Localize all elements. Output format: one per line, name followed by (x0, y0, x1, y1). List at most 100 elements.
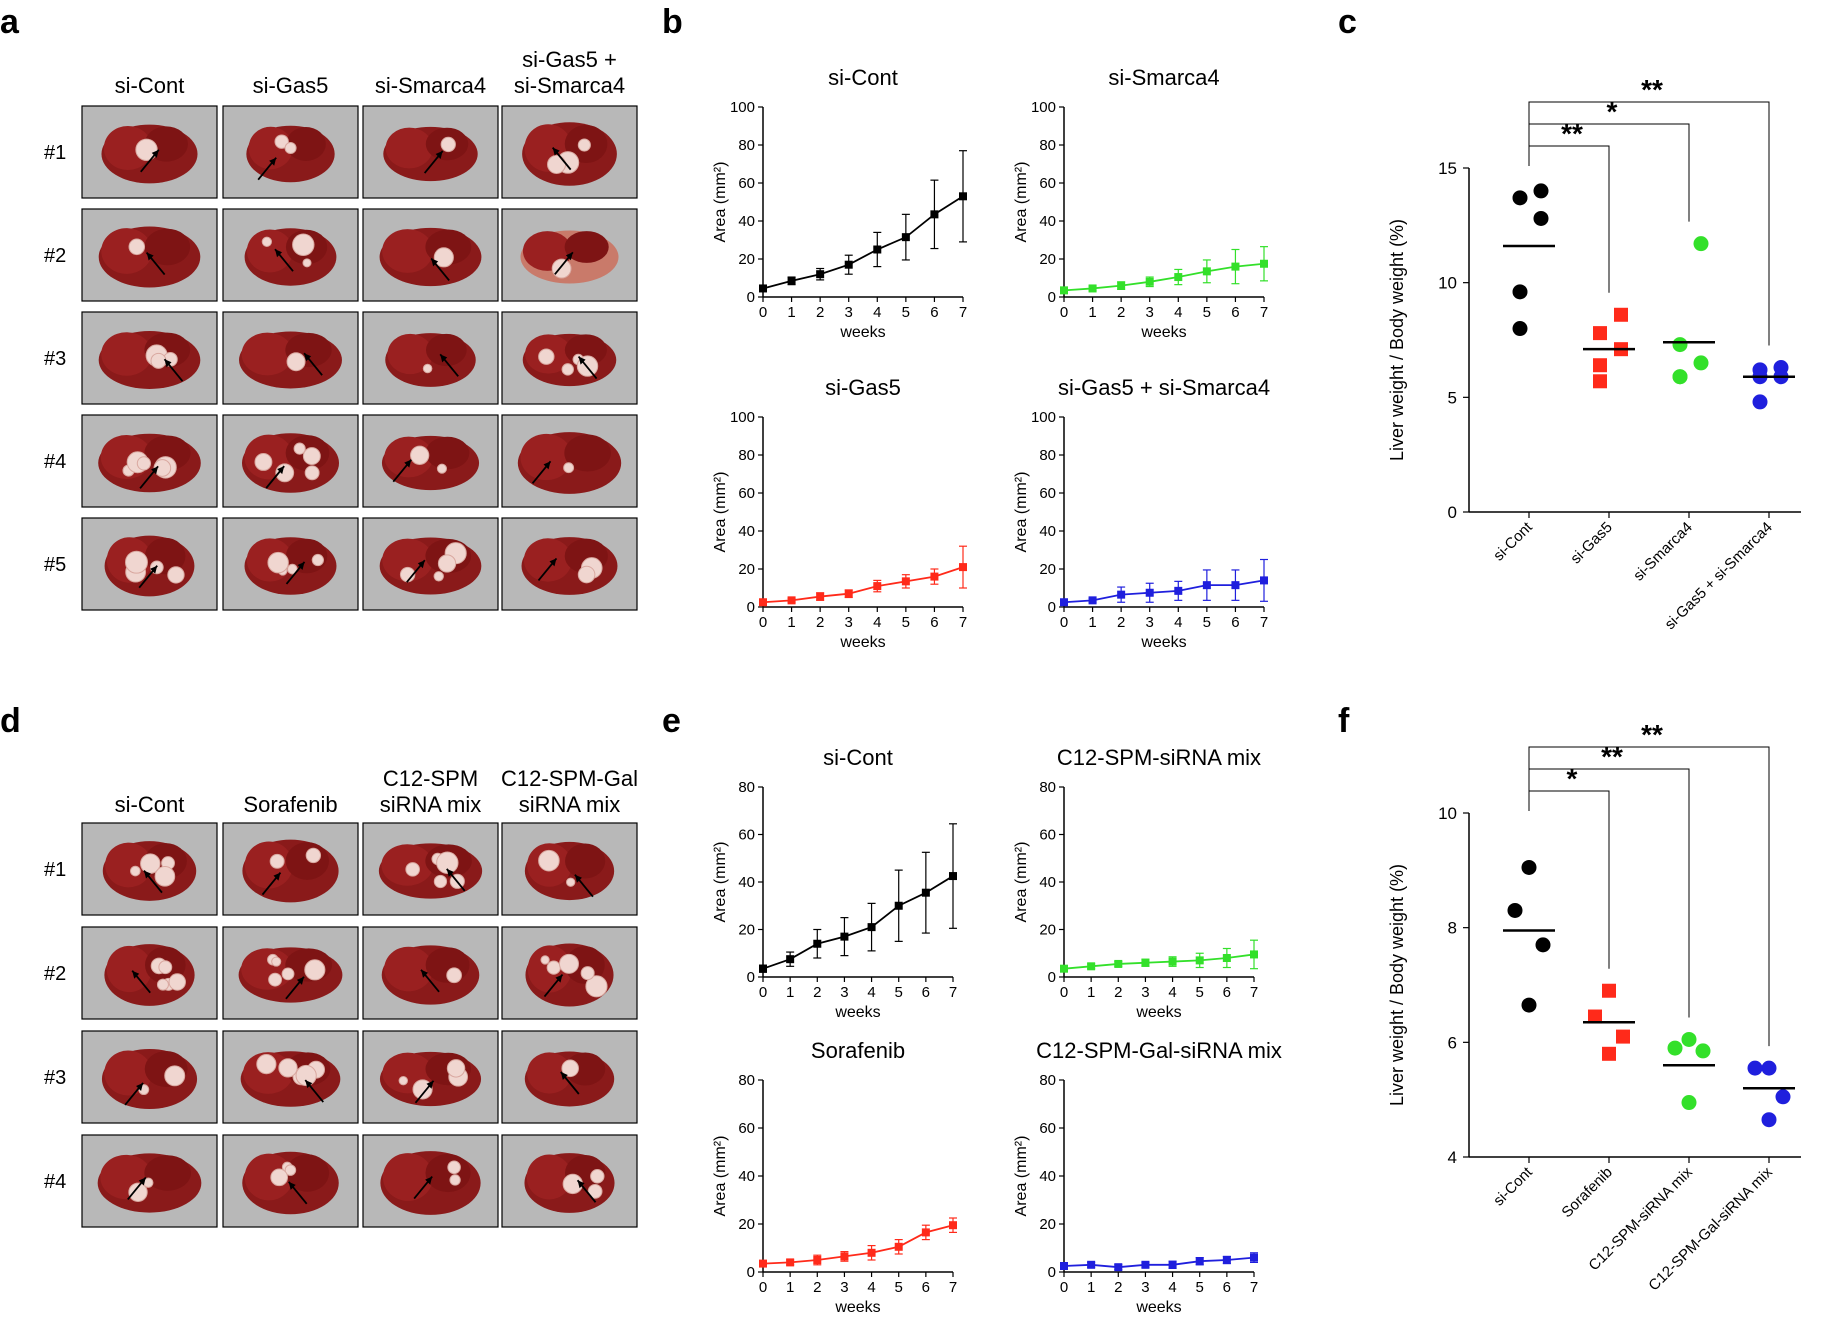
y-tick-label: 100 (1031, 409, 1056, 426)
tumor-nodule (538, 348, 555, 365)
tumor-nodule (538, 849, 560, 872)
liver-photo (501, 208, 638, 302)
y-tick-label: 0 (747, 599, 755, 616)
tumor-nodule (410, 445, 430, 465)
tumor-nodule (295, 1064, 317, 1087)
x-tick-label: 7 (1250, 984, 1258, 1001)
y-tick-label: 80 (738, 137, 755, 154)
tumor-nodule (585, 975, 608, 998)
x-tick-label: 5 (902, 304, 910, 321)
liver-photo (81, 414, 218, 508)
arrow-head (275, 249, 283, 258)
row-label: #2 (44, 245, 66, 267)
x-tick-label: 6 (1231, 614, 1239, 631)
x-tick-label: 2 (1114, 984, 1122, 1001)
tumor-nodule (547, 154, 567, 174)
liver-lobe (382, 538, 434, 582)
arrow-head (446, 868, 454, 877)
chart-title: C12-SPM-Gal-siRNA mix (1036, 1038, 1282, 1063)
liver-photo (362, 926, 499, 1020)
x-tick-label: 7 (1260, 304, 1268, 321)
data-point (1512, 321, 1528, 337)
x-tick-label: 5 (1203, 304, 1211, 321)
data-point (1141, 958, 1150, 967)
tumor-nodule (284, 142, 297, 155)
data-point (786, 1258, 795, 1267)
liver-photo (222, 1134, 359, 1228)
data-point (1693, 355, 1709, 371)
x-tick-label: 4 (1174, 614, 1182, 631)
x-tick-label: 4 (1168, 984, 1176, 1001)
tumor-nodule (261, 236, 273, 247)
y-tick-label: 80 (738, 1072, 755, 1089)
x-tick-label: 1 (787, 304, 795, 321)
tumor-nodule (561, 1059, 579, 1078)
data-point (1593, 326, 1607, 341)
liver-lobe (387, 333, 433, 375)
column-title: siRNA mix (519, 792, 620, 817)
line-chart-e1: si-Cont 0 20 40 60 80 0 1 2 3 4 5 6 7 weeks Area (mm²) (712, 745, 957, 1021)
x-tick-label: 0 (759, 304, 767, 321)
x-tick-label: 0 (1060, 1279, 1068, 1296)
panel-label-e: e (662, 702, 681, 740)
data-point (1521, 859, 1537, 875)
series-line (762, 1224, 954, 1265)
column-title: siRNA mix (380, 792, 481, 817)
y-tick-label: 20 (738, 561, 755, 578)
tumor-nodule (566, 877, 576, 887)
tumor-nodule (433, 874, 448, 889)
y-tick-label: 60 (738, 175, 755, 192)
column-title: Sorafenib (243, 792, 337, 817)
column-title: si-Gas5 + (522, 47, 617, 72)
tumor-nodule (446, 1059, 466, 1078)
tumor-nodule (436, 463, 447, 474)
liver-photo (501, 1030, 638, 1124)
x-tick-label: 4 (873, 304, 881, 321)
x-tick-label: 5 (895, 1279, 903, 1296)
liver-lobe (564, 231, 609, 263)
data-point (1667, 1040, 1683, 1056)
liver-lobe (565, 946, 605, 984)
data-point (1507, 902, 1523, 918)
arrow-head (305, 1080, 313, 1089)
data-point (867, 1248, 876, 1257)
liver-photo (81, 517, 218, 611)
x-tick-label: 0 (1060, 614, 1068, 631)
x-tick-label: 5 (1196, 1279, 1204, 1296)
liver-lobe (101, 332, 153, 376)
x-tick-label: 7 (949, 984, 957, 1001)
data-point (1195, 1257, 1204, 1266)
x-tick-label: 2 (816, 614, 824, 631)
data-point (816, 592, 825, 601)
chart-title: C12-SPM-siRNA mix (1057, 745, 1261, 770)
y-tick-label: 20 (1039, 561, 1056, 578)
liver-lobe (565, 843, 606, 879)
arrow-head (288, 1181, 296, 1190)
row-label: #1 (44, 859, 66, 881)
liver-lobe (101, 228, 153, 274)
liver-photo (501, 926, 638, 1020)
y-tick-label: 100 (1031, 99, 1056, 116)
y-axis-label: Area (mm²) (1013, 842, 1030, 923)
arrow-head (136, 1082, 144, 1091)
y-tick-label: 20 (1039, 251, 1056, 268)
x-tick-label: si-Cont (1490, 1163, 1536, 1209)
tumor-nodule (270, 1168, 289, 1187)
y-axis-label: Liver weight / Body weight (%) (1387, 219, 1407, 461)
y-tick-label: 0 (1048, 1264, 1056, 1281)
tumor-nodule (274, 134, 289, 149)
y-axis-label: Area (mm²) (712, 472, 729, 553)
x-tick-label: 7 (959, 304, 967, 321)
tumor-nodule (590, 1169, 605, 1184)
arrow-head (578, 356, 586, 365)
tumor-nodule (153, 459, 172, 477)
row-label: #1 (44, 142, 66, 164)
liver-lobe (104, 1050, 152, 1096)
tumor-nodule (311, 553, 325, 567)
x-tick-label: 0 (759, 1279, 767, 1296)
tumor-nodule (433, 247, 454, 268)
x-tick-label: 1 (1087, 984, 1095, 1001)
tumor-nodule (271, 956, 282, 967)
liver-photo (222, 311, 359, 405)
significance-bracket (1528, 101, 1770, 346)
